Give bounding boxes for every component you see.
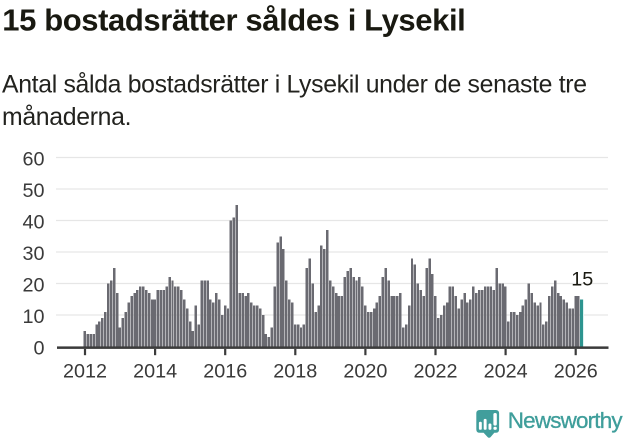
svg-text:2012: 2012 [63, 361, 107, 383]
svg-text:10: 10 [22, 306, 44, 328]
svg-text:50: 50 [22, 180, 44, 202]
svg-text:Newsworthy: Newsworthy [508, 408, 624, 433]
svg-text:30: 30 [22, 243, 44, 265]
svg-text:2026: 2026 [554, 361, 598, 383]
svg-text:2018: 2018 [273, 361, 317, 383]
svg-text:0: 0 [33, 337, 44, 359]
svg-text:Antal sålda bostadsrätter i Ly: Antal sålda bostadsrätter i Lysekil unde… [2, 71, 587, 98]
svg-text:2020: 2020 [343, 361, 387, 383]
svg-text:2016: 2016 [203, 361, 247, 383]
svg-text:15: 15 [571, 269, 593, 291]
svg-text:15 bostadsrätter såldes i Lyse: 15 bostadsrätter såldes i Lysekil [2, 2, 466, 37]
svg-text:2024: 2024 [484, 361, 528, 383]
svg-text:2022: 2022 [413, 361, 457, 383]
svg-text:månaderna.: månaderna. [2, 104, 132, 131]
svg-text:60: 60 [22, 148, 44, 170]
svg-text:2014: 2014 [133, 361, 177, 383]
svg-text:20: 20 [22, 274, 44, 296]
svg-text:40: 40 [22, 211, 44, 233]
